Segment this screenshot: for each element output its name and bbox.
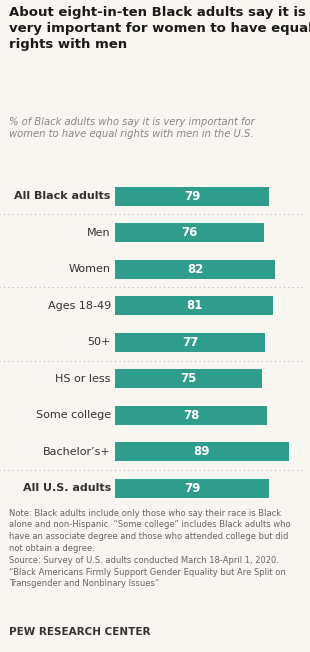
Text: All U.S. adults: All U.S. adults	[23, 484, 111, 494]
Text: Men: Men	[87, 228, 111, 238]
Bar	[115, 259, 275, 278]
Bar	[115, 186, 269, 205]
Bar	[115, 369, 262, 389]
Text: 89: 89	[193, 445, 210, 458]
Text: About eight-in-ten Black adults say it is
very important for women to have equal: About eight-in-ten Black adults say it i…	[9, 6, 310, 51]
Text: 81: 81	[186, 299, 202, 312]
Text: 77: 77	[182, 336, 198, 349]
Text: 76: 76	[181, 226, 197, 239]
Text: Women: Women	[69, 264, 111, 274]
Text: All Black adults: All Black adults	[14, 191, 111, 201]
Text: PEW RESEARCH CENTER: PEW RESEARCH CENTER	[9, 627, 151, 638]
Text: % of Black adults who say it is very important for
women to have equal rights wi: % of Black adults who say it is very imp…	[9, 117, 255, 140]
Text: 79: 79	[184, 482, 200, 495]
Text: 82: 82	[187, 263, 203, 276]
Text: 50+: 50+	[87, 337, 111, 348]
Text: 78: 78	[183, 409, 199, 422]
Bar	[115, 406, 268, 425]
Text: 79: 79	[184, 190, 200, 203]
Text: 75: 75	[180, 372, 196, 385]
Bar	[115, 223, 264, 242]
Text: Ages 18-49: Ages 18-49	[47, 301, 111, 311]
Bar	[115, 479, 269, 498]
Text: Bachelor’s+: Bachelor’s+	[43, 447, 111, 457]
Bar	[115, 333, 265, 352]
Bar	[115, 443, 289, 462]
Text: Note: Black adults include only those who say their race is Black
alone and non-: Note: Black adults include only those wh…	[9, 509, 291, 588]
Text: HS or less: HS or less	[55, 374, 111, 384]
Bar	[115, 296, 273, 316]
Text: Some college: Some college	[36, 410, 111, 421]
